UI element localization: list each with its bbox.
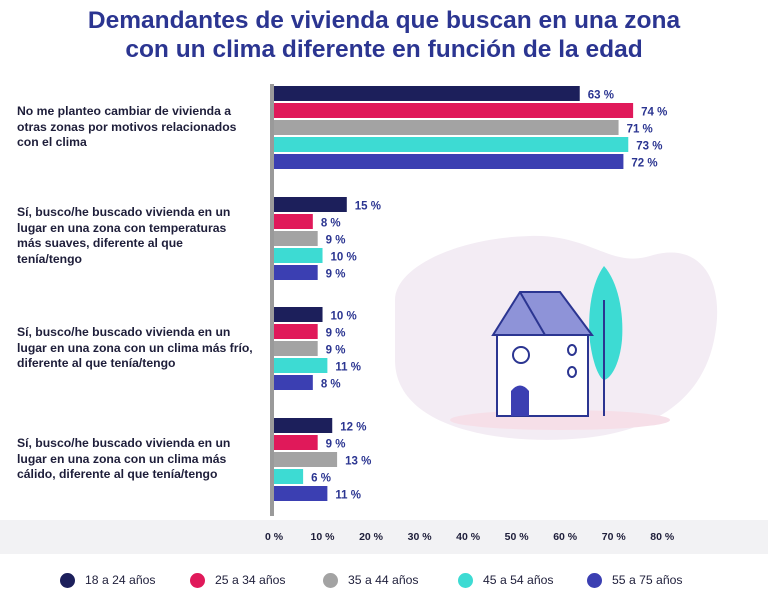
bar <box>274 120 619 135</box>
bar-value-label: 8 % <box>321 218 341 230</box>
bar-value-label: 9 % <box>326 269 346 281</box>
legend-item: 35 a 44 años <box>323 568 418 592</box>
bar-value-label: 13 % <box>345 456 371 468</box>
category-label: Sí, busco/he buscado vivienda en un lugar… <box>17 325 262 372</box>
bar <box>274 418 333 433</box>
bar <box>274 341 318 356</box>
bar <box>274 154 624 169</box>
bars-group: 63 % 74 % 71 % 73 % 72 % 15 % 8 % 9 % 10 % 9 % 10 … <box>274 86 667 502</box>
house-window-small-1 <box>567 344 577 356</box>
x-tick-label: 60 % <box>553 531 578 543</box>
category-label-line: tenía/tengo <box>17 251 83 266</box>
category-label: No me planteo cambiar de vivienda a otras… <box>17 104 262 151</box>
bar <box>274 324 318 339</box>
bar-value-label: 15 % <box>355 201 381 213</box>
category-label-line: con el clima <box>17 135 87 149</box>
legend-swatch <box>190 572 205 588</box>
x-tick-label: 40 % <box>456 531 481 543</box>
category-label-line: No me planteo cambiar de vivienda a <box>17 104 232 118</box>
category-label-line: Sí, busco/he buscado vivienda en un <box>17 436 231 450</box>
bar-value-label: 8 % <box>321 379 341 391</box>
chart-title: Demandantes de vivienda que buscan en un… <box>0 6 768 64</box>
category-label-line: diferente al que tenía/tengo <box>17 356 176 370</box>
bar-value-label: 63 % <box>588 90 614 102</box>
bar <box>274 248 323 263</box>
x-axis-band <box>0 520 768 554</box>
legend-swatch <box>587 572 602 588</box>
x-tick-label: 10 % <box>310 531 335 543</box>
house-and-tree-illustration <box>395 235 718 440</box>
bar <box>274 486 328 501</box>
x-tick-label: 30 % <box>407 531 432 543</box>
bar <box>274 307 323 322</box>
legend-label: 55 a 75 años <box>612 573 683 587</box>
legend-item: 18 a 24 años <box>60 568 155 592</box>
house-roof <box>491 291 594 336</box>
x-tick-label: 20 % <box>359 531 384 543</box>
bar-value-label: 6 % <box>311 473 331 485</box>
bar-value-label: 9 % <box>326 328 346 340</box>
legend-item: 25 a 34 años <box>190 568 285 592</box>
bar-value-label: 12 % <box>340 422 366 434</box>
legend-item: 45 a 54 años <box>458 568 553 592</box>
x-tick-label: 50 % <box>504 531 529 543</box>
legend: 18 a 24 años 25 a 34 años 35 a 44 años 45 a… <box>0 568 768 592</box>
bar <box>274 137 629 152</box>
x-tick-label: 0 % <box>264 531 284 543</box>
bar-value-label: 73 % <box>636 141 662 153</box>
house-window-small-2 <box>567 366 577 378</box>
bar-value-label: 9 % <box>326 235 346 247</box>
bar-value-label: 74 % <box>641 107 667 119</box>
house-door <box>511 385 529 416</box>
bar <box>274 375 313 390</box>
bar <box>274 452 338 467</box>
bar-value-label: 72 % <box>631 158 657 170</box>
category-label-line: cálido, diferente al que tenía/tengo <box>17 467 218 481</box>
bar <box>274 265 318 280</box>
bar <box>274 197 347 212</box>
category-label-line: Sí, busco/he buscado vivienda en un <box>17 205 231 219</box>
legend-label: 35 a 44 años <box>348 573 419 587</box>
legend-swatch <box>458 572 473 588</box>
tree-icon <box>589 266 623 380</box>
bar-value-label: 10 % <box>331 252 357 264</box>
bar-value-label: 71 % <box>627 124 653 136</box>
bar <box>274 86 580 101</box>
bar-value-label: 9 % <box>326 439 346 451</box>
bar <box>274 214 313 229</box>
category-label-line: más suaves, diferente al que <box>17 236 183 250</box>
category-label-line: lugar en una zona con un clima más <box>17 451 227 466</box>
y-axis-line <box>270 84 274 516</box>
x-tick-label: 70 % <box>601 531 626 543</box>
category-label-line: lugar en una zona con temperaturas <box>17 220 227 235</box>
bar <box>274 435 318 450</box>
chart-title-line-2: con un clima diferente en función de la … <box>125 36 643 63</box>
category-label-line: lugar en una zona con un clima más frío, <box>17 340 253 355</box>
legend-swatch <box>60 572 75 588</box>
category-label: Sí, busco/he buscado vivienda en un lugar… <box>17 205 262 267</box>
bar-value-label: 11 % <box>335 490 361 502</box>
bar <box>274 469 304 484</box>
house-window-round <box>512 346 530 364</box>
bar <box>274 358 328 373</box>
bar-value-label: 11 % <box>335 362 361 374</box>
bar <box>274 103 634 118</box>
category-label-line: Sí, busco/he buscado vivienda en un <box>17 325 231 339</box>
legend-label: 25 a 34 años <box>215 573 286 587</box>
chart-title-line-1: Demandantes de vivienda que buscan en un… <box>87 7 681 34</box>
house-roof-edge <box>519 291 546 336</box>
legend-label: 45 a 54 años <box>483 573 554 587</box>
bar-value-label: 10 % <box>331 311 357 323</box>
bar-value-label: 9 % <box>326 345 346 357</box>
legend-item: 55 a 75 años <box>587 568 682 592</box>
bar <box>274 231 318 246</box>
legend-swatch <box>323 572 338 588</box>
category-label: Sí, busco/he buscado vivienda en un lugar… <box>17 436 262 483</box>
x-tick-label: 80 % <box>650 531 675 543</box>
legend-label: 18 a 24 años <box>85 573 156 587</box>
category-label-line: otras zonas por motivos relacionados <box>17 119 237 134</box>
